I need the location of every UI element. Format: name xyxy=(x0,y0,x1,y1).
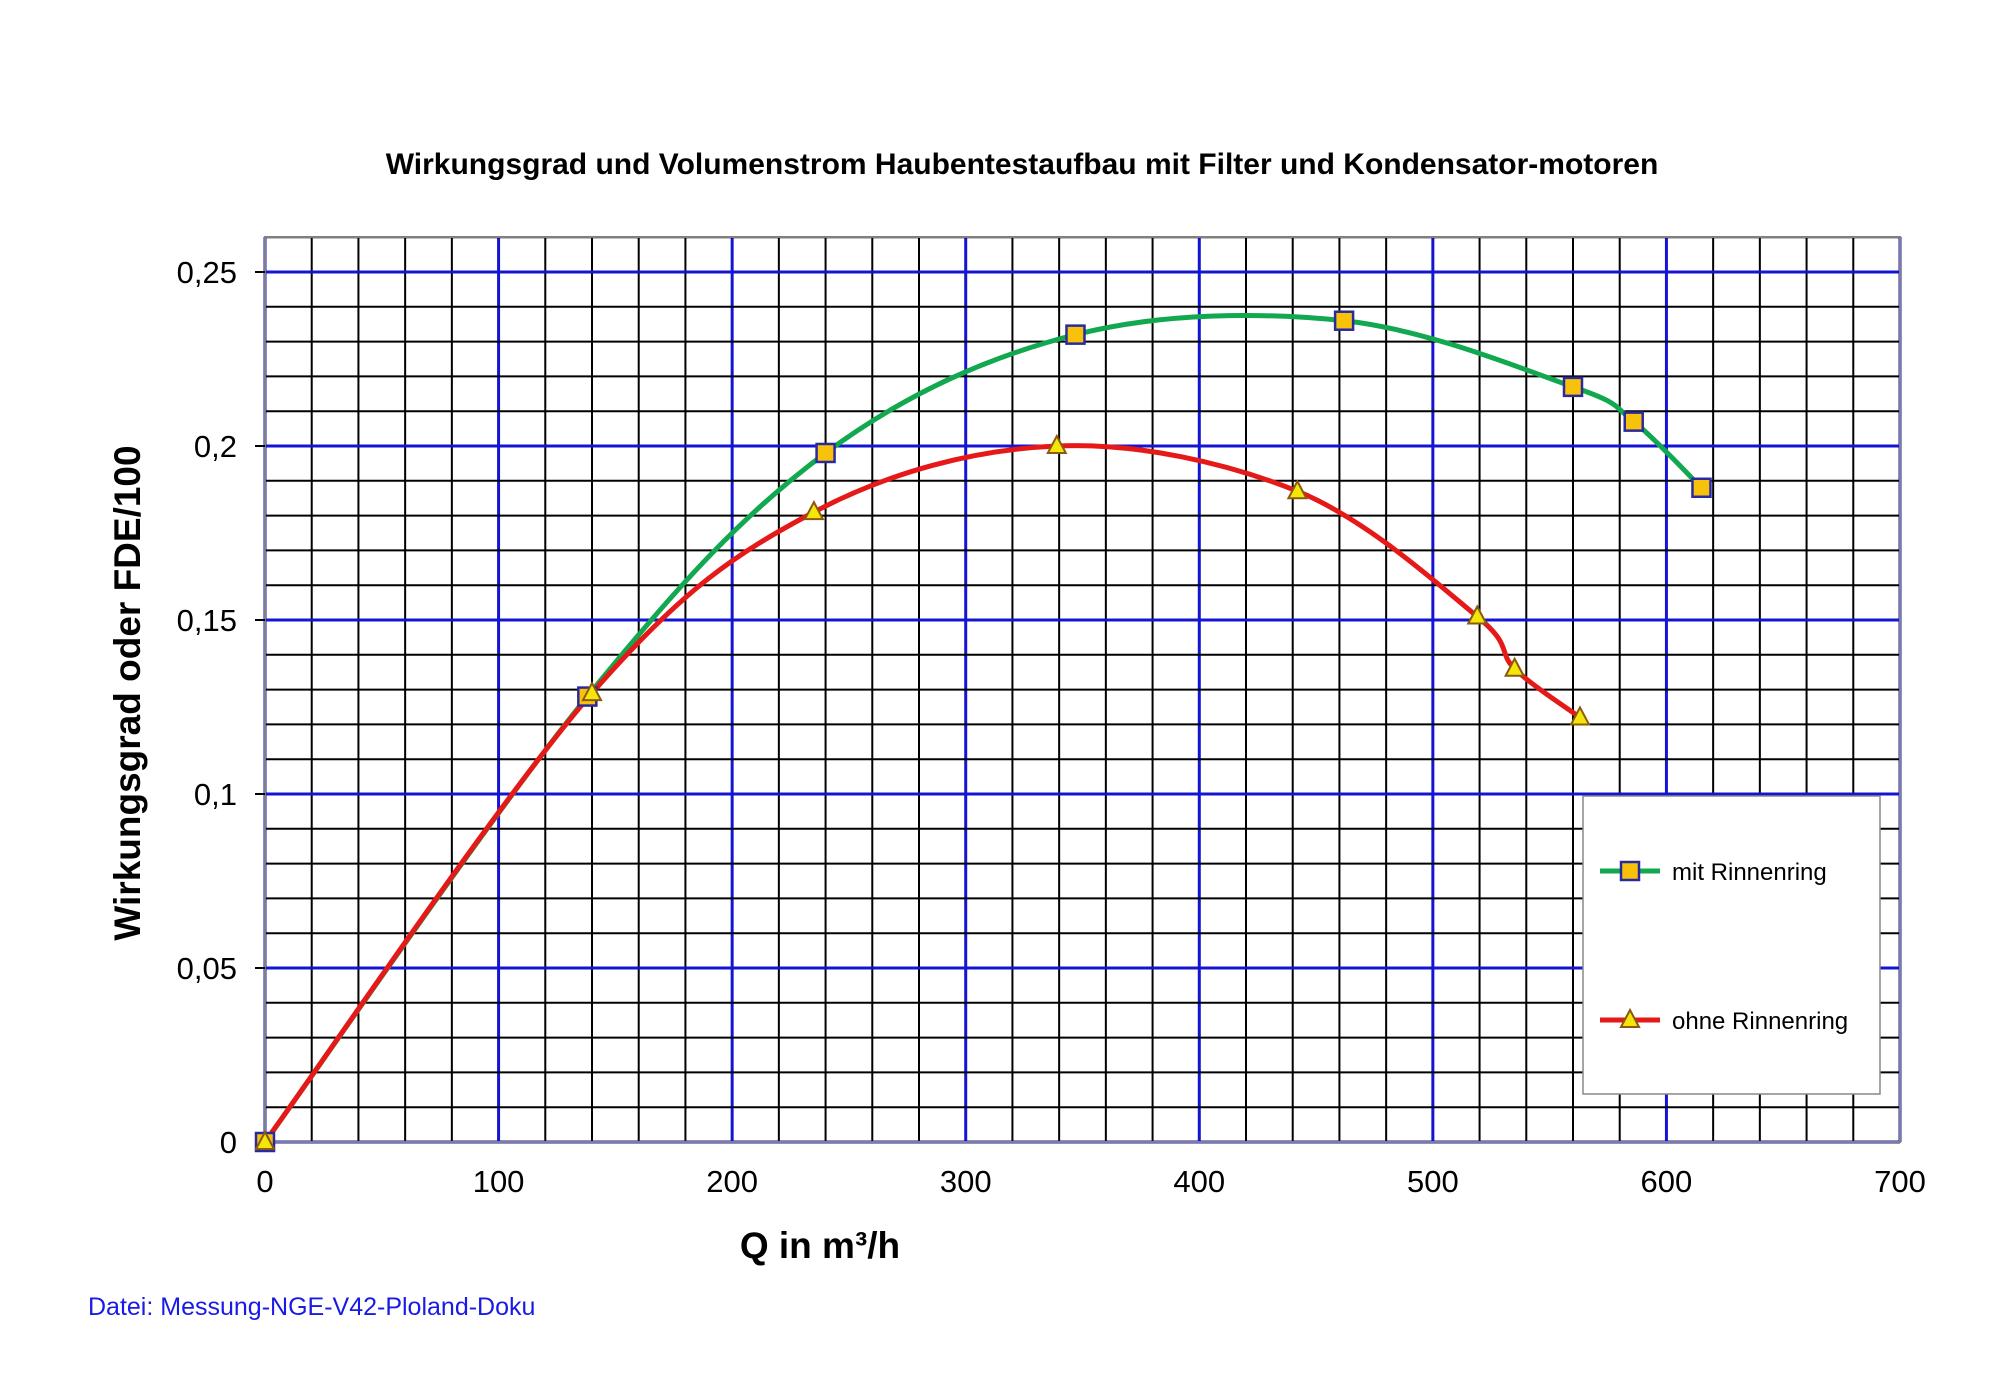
x-tick-label: 300 xyxy=(940,1164,992,1199)
data-point xyxy=(1046,433,1068,454)
y-tick-label: 0,2 xyxy=(194,429,237,464)
chart-title: Wirkungsgrad und Volumenstrom Haubentest… xyxy=(386,148,1659,181)
y-axis-label: Wirkungsgrad oder FDE/100 xyxy=(107,445,148,940)
legend-marker xyxy=(1619,1007,1641,1028)
data-point xyxy=(803,499,825,521)
legend-box xyxy=(1582,795,1881,1095)
file-note: Datei: Messung-NGE-V42-Ploland-Doku xyxy=(88,1293,536,1321)
x-tick-labels: 0 100 200 300 400 500 600 700 xyxy=(256,1164,1925,1199)
x-tick-label: 100 xyxy=(473,1164,525,1199)
x-tick-label: 500 xyxy=(1407,1164,1459,1199)
legend-marker xyxy=(1619,860,1641,882)
plot-frame xyxy=(264,236,1901,1143)
y-tick-label: 0 xyxy=(220,1125,237,1160)
data-point xyxy=(1065,324,1086,345)
x-tick-label: 0 xyxy=(256,1164,273,1199)
data-point xyxy=(1623,411,1644,432)
series xyxy=(254,310,1712,1153)
x-tick-label: 200 xyxy=(706,1164,758,1199)
series-line-1 xyxy=(262,313,1704,1145)
x-tick-label: 600 xyxy=(1641,1164,1693,1199)
legend: mit Rinnenring ohne Rinnenring xyxy=(1582,795,1881,1095)
data-point xyxy=(581,680,603,702)
y-tick-label: 0,05 xyxy=(177,951,237,986)
legend-label: mit Rinnenring xyxy=(1672,859,1827,886)
y-tick-labels: 0 0,05 0,1 0,15 0,2 0,25 xyxy=(177,255,265,1160)
data-point xyxy=(1562,376,1584,398)
x-axis-label: Q in m³/h xyxy=(740,1225,900,1266)
data-point xyxy=(1691,477,1712,499)
data-point xyxy=(815,442,836,464)
series-line-2 xyxy=(262,443,1583,1145)
data-point xyxy=(254,1129,276,1150)
legend-label: ohne Rinnenring xyxy=(1672,1008,1848,1035)
data-point xyxy=(1333,310,1355,331)
data-point xyxy=(1569,705,1591,726)
y-tick-label: 0,25 xyxy=(177,255,237,290)
x-tick-label: 400 xyxy=(1173,1164,1225,1199)
y-tick-label: 0,1 xyxy=(194,777,237,812)
data-point xyxy=(1466,604,1488,625)
data-point xyxy=(1503,656,1526,677)
y-tick-label: 0,15 xyxy=(177,603,237,638)
x-tick-label: 700 xyxy=(1874,1164,1926,1199)
data-point xyxy=(1286,479,1309,500)
